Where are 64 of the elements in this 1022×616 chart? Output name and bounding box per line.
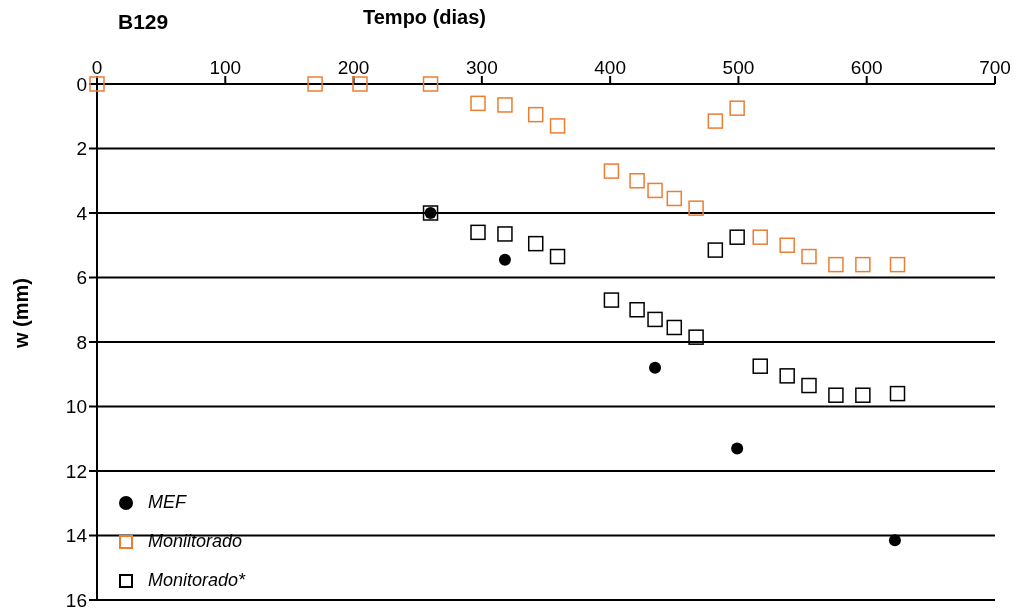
point — [497, 226, 513, 242]
x-tick-label: 200 — [337, 57, 370, 78]
point — [307, 76, 323, 92]
x-axis-title: Tempo (dias) — [363, 6, 486, 29]
point — [855, 387, 871, 403]
point — [470, 224, 486, 241]
point — [828, 256, 844, 273]
point — [497, 97, 513, 113]
y-tick-label: 2 — [76, 138, 87, 160]
point — [629, 173, 645, 189]
point — [666, 319, 683, 336]
point — [352, 76, 368, 92]
point — [801, 377, 817, 394]
point — [470, 95, 486, 112]
point — [498, 253, 511, 266]
legend-label: Moniitorado — [148, 531, 243, 552]
x-tick-label: 300 — [466, 57, 498, 78]
point — [649, 361, 662, 374]
point — [801, 248, 817, 265]
point — [889, 256, 906, 273]
point — [527, 235, 544, 252]
point — [527, 106, 544, 123]
point — [779, 237, 795, 253]
point — [629, 302, 645, 318]
y-tick-label: 8 — [76, 331, 87, 353]
y-tick-label: 4 — [76, 202, 88, 224]
x-tick-label: 700 — [979, 57, 1011, 78]
x-tick-label: 0 — [91, 57, 103, 78]
point — [752, 358, 768, 374]
y-tick-label: 12 — [65, 460, 87, 482]
point — [603, 292, 620, 308]
point — [888, 534, 901, 547]
point — [752, 229, 768, 245]
y-tick-label: 10 — [65, 396, 87, 418]
legend-label: MEF — [148, 492, 186, 513]
point — [889, 385, 906, 402]
point — [549, 248, 566, 265]
point — [729, 100, 745, 116]
y-tick-label: 16 — [65, 589, 87, 611]
y-axis-title: w (mm) — [10, 278, 33, 348]
point — [731, 442, 744, 455]
x-tick-label: 400 — [594, 57, 626, 78]
point — [666, 190, 683, 207]
point — [779, 368, 795, 384]
point — [828, 387, 844, 403]
y-tick-label: 6 — [76, 267, 87, 289]
point — [549, 118, 566, 134]
y-tick-label: 14 — [65, 525, 88, 547]
chart-title: B129 — [118, 10, 169, 34]
point — [647, 182, 663, 199]
point — [707, 113, 724, 129]
point — [688, 200, 704, 216]
x-tick-label: 500 — [722, 57, 755, 78]
point — [729, 229, 745, 245]
point — [647, 311, 663, 328]
point — [707, 242, 724, 258]
point — [422, 76, 439, 92]
x-tick-label: 100 — [209, 57, 242, 78]
legend-label: Monitorado* — [148, 570, 246, 591]
point — [603, 163, 620, 179]
y-tick-label: 0 — [76, 73, 87, 95]
point — [855, 256, 871, 273]
point — [688, 329, 704, 345]
x-tick-label: 600 — [850, 57, 883, 78]
